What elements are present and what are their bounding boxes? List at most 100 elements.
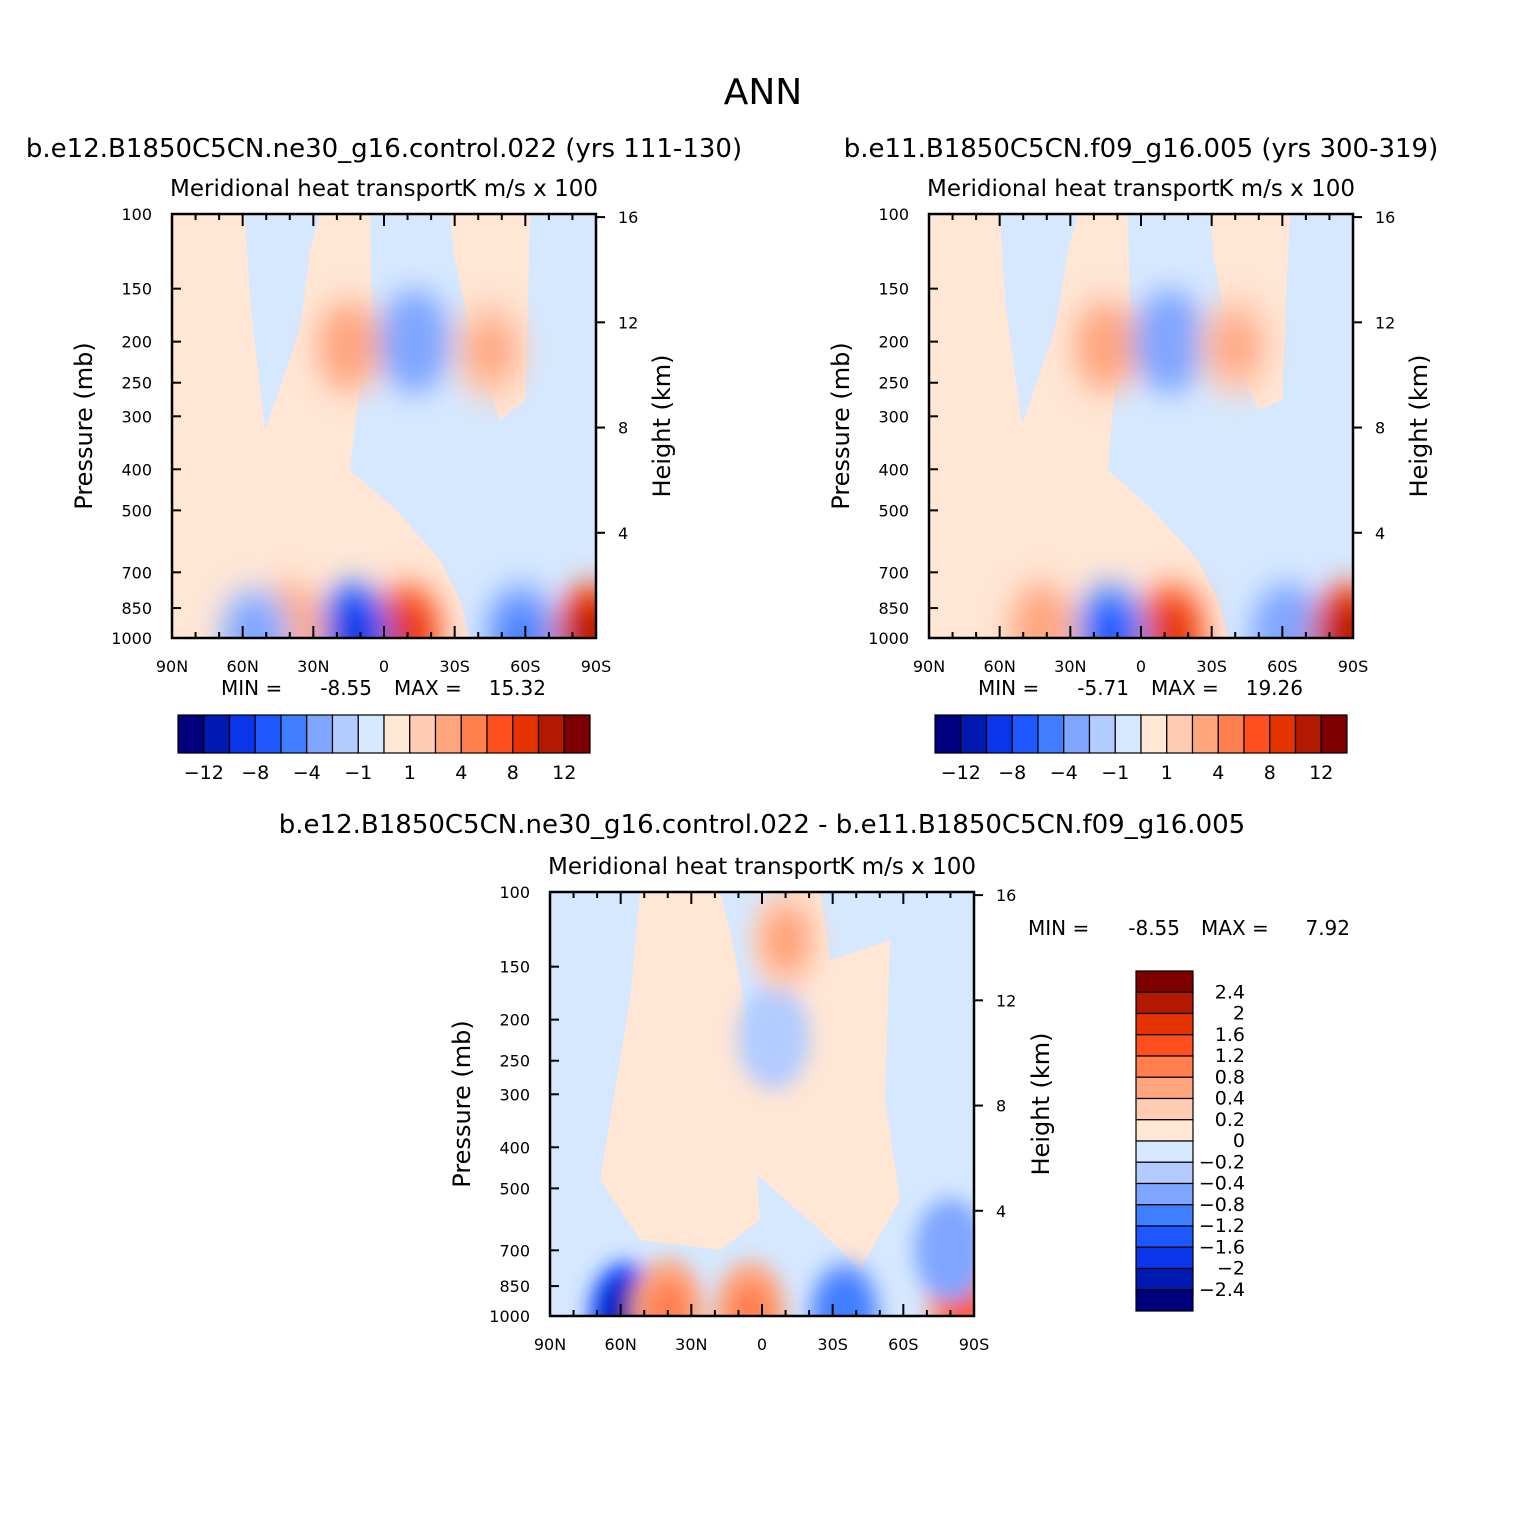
cb1-box-15	[1320, 714, 1348, 754]
panel-model-b-units: K m/s x 100	[1218, 176, 1355, 202]
panel-model-b-xtick-label-5: 60S	[1267, 657, 1298, 676]
cb0-label-6: 8	[507, 762, 519, 784]
panel-model-a-ytick-label-250: 250	[121, 374, 152, 393]
panel-model-b-field	[929, 214, 1353, 638]
cb0-box-10	[434, 714, 462, 754]
cb2-label-0: 2.4	[1215, 981, 1245, 1003]
panel-model-a-ylabel: Pressure (mb)	[70, 342, 98, 509]
panel-model-b-ytick-label-700: 700	[878, 563, 909, 582]
panel-difference-contour-4-2	[752, 1007, 796, 1067]
panel-difference-xtick-label-6: 90S	[959, 1335, 990, 1354]
panel-model-b-contour-2-2	[1020, 599, 1064, 638]
cb0-box-0	[177, 714, 205, 754]
panel-model-a-field	[172, 214, 596, 638]
cb2-box-6	[1135, 1097, 1194, 1121]
panel-model-b-max: 19.26	[1246, 676, 1303, 700]
panel-model-b: b.e11.B1850C5CN.f09_g16.005 (yrs 300-319…	[827, 134, 1438, 700]
panel-model-a-contour-4-2	[327, 316, 370, 376]
panel-model-b-ytick-label-150: 150	[878, 280, 909, 299]
panel-model-b-contour-6-2	[1213, 316, 1257, 376]
panel-model-a-ytick-label-200: 200	[121, 333, 152, 352]
cb2-label-11: −1.2	[1199, 1215, 1245, 1237]
cb1-box-1	[960, 714, 988, 754]
panel-model-a-xtick-label-0: 90N	[156, 657, 188, 676]
panel-difference-ytick-label-400: 400	[499, 1138, 530, 1157]
cb1-box-6	[1088, 714, 1116, 754]
panel-model-a-xtick-label-1: 60N	[227, 657, 259, 676]
panel-model-a-contour-6-2	[468, 321, 512, 380]
panel-difference-ytick-label-200: 200	[499, 1011, 530, 1030]
panel-difference: b.e12.B1850C5CN.ne30_g16.control.022 - b…	[279, 810, 1350, 1354]
panel-model-a-ytick-label-500: 500	[121, 501, 152, 520]
panel-difference-contour-2-2	[728, 1283, 772, 1316]
cb2-label-14: −2.4	[1199, 1279, 1245, 1301]
panel-model-b-ytick-label-200: 200	[878, 333, 909, 352]
cb2-box-13	[1135, 1246, 1194, 1270]
panel-model-a-ytick-right-label-4: 4	[618, 524, 628, 543]
cb2-box-7	[1135, 1119, 1194, 1142]
cb0-label-3: −1	[344, 762, 372, 784]
panel-model-a-contour-5-2	[393, 312, 436, 371]
panel-model-b-ytick-label-300: 300	[878, 407, 909, 426]
cb2-box-1	[1135, 991, 1194, 1015]
cb1-label-6: 8	[1264, 762, 1276, 784]
panel-model-a: b.e12.B1850C5CN.ne30_g16.control.022 (yr…	[26, 134, 742, 700]
panel-model-b-contour-5-2	[1147, 312, 1191, 371]
cb0-box-5	[306, 714, 334, 754]
panel-model-b-ylabel: Pressure (mb)	[827, 342, 855, 509]
panel-model-b-xtick-label-4: 30S	[1196, 657, 1227, 676]
panel-model-a-contour-3-2	[499, 605, 542, 638]
panel-model-b-ytick-right-label-8: 8	[1375, 419, 1385, 438]
panel-difference-ytick-label-100: 100	[499, 883, 530, 902]
panel-model-a-xtick-label-2: 30N	[297, 657, 329, 676]
cb1-box-0	[934, 714, 962, 754]
panel-model-b-ytick-label-500: 500	[878, 501, 909, 520]
panel-model-a-xtick-label-6: 90S	[581, 657, 612, 676]
cb1-box-7	[1114, 714, 1142, 754]
panel-difference-ytick-label-300: 300	[499, 1085, 530, 1104]
panel-model-a-ytick-label-150: 150	[121, 280, 152, 299]
cb2-box-10	[1135, 1182, 1194, 1206]
colorbar-model-b: −12 −8 −4 −1 1 4 8 12	[934, 714, 1348, 784]
cb0-box-11	[460, 714, 488, 754]
panel-difference-contour-7-2	[929, 1220, 972, 1280]
panel-model-a-variable: Meridional heat transport	[170, 176, 463, 202]
panel-difference-xtick-label-5: 60S	[888, 1335, 919, 1354]
panel-model-b-ytick-right-label-16: 16	[1375, 208, 1395, 227]
cb0-label-0: −12	[184, 762, 224, 784]
panel-model-a-xtick-label-4: 30S	[439, 657, 470, 676]
panel-difference-variable: Meridional heat transport	[548, 854, 841, 880]
cb2-box-14	[1135, 1267, 1194, 1291]
panel-model-b-variable: Meridional heat transport	[927, 176, 1220, 202]
panel-model-b-xtick-label-3: 0	[1136, 657, 1146, 676]
cb1-box-8	[1140, 714, 1168, 754]
cb2-box-11	[1135, 1204, 1194, 1227]
panel-model-a-xtick-label-3: 0	[379, 657, 389, 676]
cb1-box-14	[1294, 714, 1322, 754]
panel-model-a-max-label: MAX =	[394, 676, 462, 700]
colorbar-model-a: −12 −8 −4 −1 1 4 8 12	[177, 714, 591, 784]
panel-model-b-contour-7-2	[1326, 604, 1353, 638]
panel-difference-xtick-label-3: 0	[757, 1335, 767, 1354]
cb0-label-2: −4	[293, 762, 321, 784]
panel-model-a-ytick-right-label-12: 12	[618, 313, 638, 332]
cb0-box-8	[383, 714, 411, 754]
panel-model-b-xtick-label-6: 90S	[1338, 657, 1369, 676]
cb0-box-9	[409, 714, 437, 754]
panel-model-b-ytick-right-label-12: 12	[1375, 313, 1395, 332]
cb1-label-2: −4	[1050, 762, 1078, 784]
panel-model-b-xtick-label-1: 60N	[984, 657, 1016, 676]
panel-model-b-contour-1-2	[1089, 604, 1132, 638]
cb2-label-4: 0.8	[1215, 1066, 1245, 1088]
panel-model-b-min: -5.71	[1077, 676, 1129, 700]
cb2-box-5	[1135, 1076, 1194, 1100]
panel-model-a-warm-region	[172, 214, 470, 638]
cb0-box-7	[357, 714, 385, 754]
cb1-box-2	[985, 714, 1013, 754]
panel-model-b-contour-4-2	[1084, 316, 1127, 376]
cb2-label-6: 0.2	[1215, 1109, 1245, 1131]
cb2-box-12	[1135, 1225, 1194, 1248]
cb2-label-13: −2	[1217, 1258, 1245, 1280]
cb2-box-9	[1135, 1161, 1194, 1185]
